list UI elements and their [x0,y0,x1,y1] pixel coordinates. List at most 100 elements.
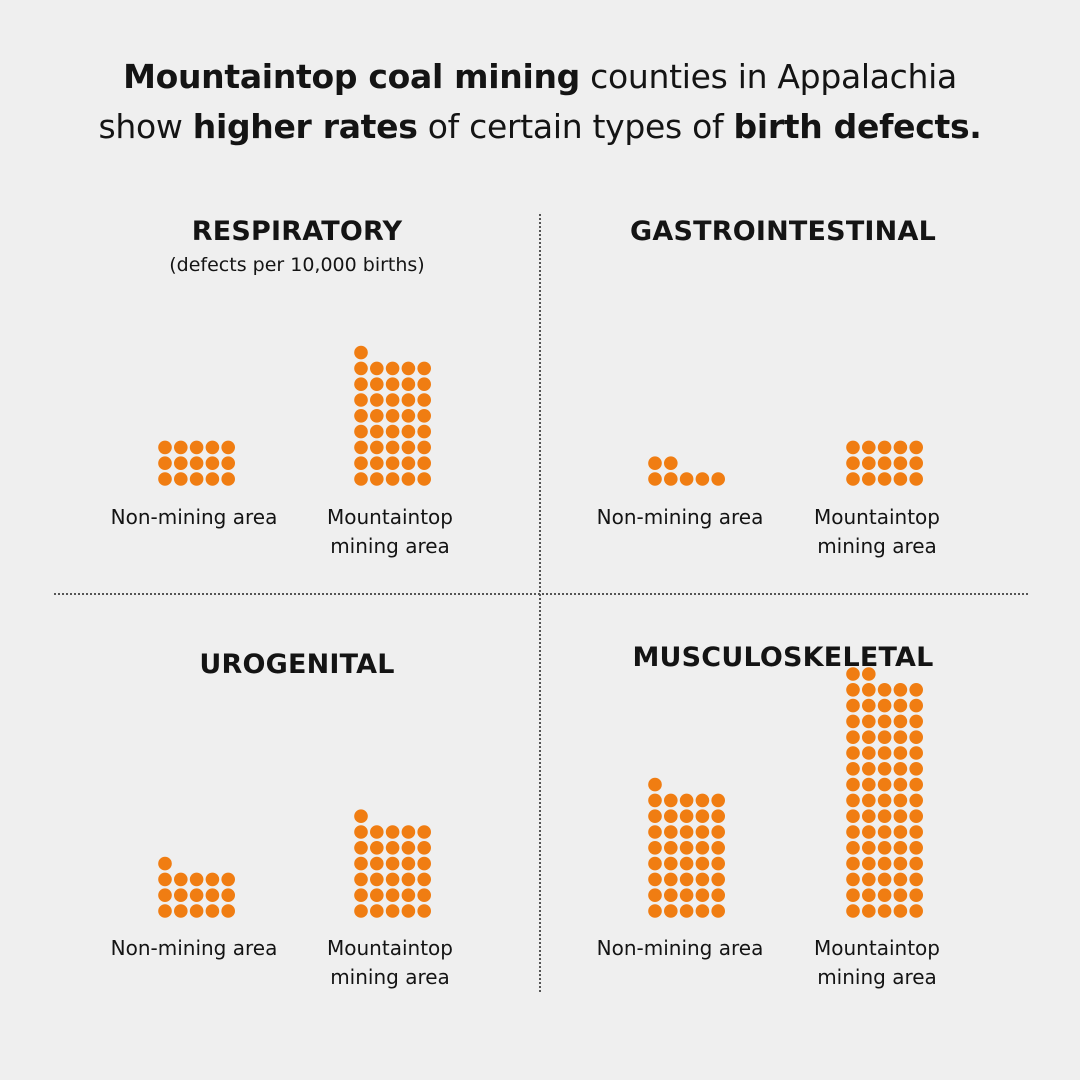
dot [893,809,908,823]
bar-label-respiratory-non-mining: Non-mining area [94,503,294,532]
dot [846,440,860,455]
dot [893,825,908,839]
dot [401,393,416,407]
dot [401,409,416,423]
dot [158,472,172,486]
bar-label-line: Mountaintop [327,936,453,960]
dot [862,746,876,760]
dot [679,825,694,839]
bar-respiratory-mountaintop [354,345,432,486]
dot [909,809,923,823]
dot [354,345,368,360]
dot [385,456,400,471]
dot [862,698,876,713]
dot [664,809,678,823]
bar-label-line: mining area [330,965,450,989]
dot [370,856,384,871]
dot [370,409,384,423]
dot [711,841,725,855]
dot [354,424,368,439]
dot [370,361,384,376]
dot [909,841,923,855]
dot [909,872,923,887]
headline-line-2: show higher rates of certain types of bi… [0,102,1080,152]
dot [417,440,432,455]
dot [846,856,860,871]
dot [664,904,678,918]
dot [354,809,368,823]
dot [189,872,204,887]
bar-label-line: mining area [817,534,937,558]
dot [695,872,710,887]
dot [877,714,892,729]
bar-label-line: mining area [817,965,937,989]
dot [417,472,432,486]
dot [862,904,876,918]
dot [846,730,860,744]
dot [205,872,220,887]
headline-part: of certain types of [417,107,734,146]
dot [648,872,662,887]
dot [862,888,876,902]
dot [205,456,220,471]
dot [205,472,220,486]
dot [354,888,368,902]
dot [862,472,876,486]
dot [909,440,923,455]
bar-label-line: mining area [330,534,450,558]
dot [909,777,923,792]
dot [385,888,400,902]
dot [664,456,678,471]
dot [695,856,710,871]
bar-respiratory-non-mining [158,440,235,486]
dot [909,714,923,729]
dot [354,856,368,871]
dot [862,793,876,808]
dot [648,777,662,792]
dot [417,377,432,392]
dot [370,440,384,455]
dot [711,904,725,918]
headline-part: birth defects. [733,107,982,146]
dot [354,409,368,423]
dot [385,440,400,455]
bar-urogenital-non-mining [158,856,235,918]
dot [664,888,678,902]
dot [401,361,416,376]
dot [205,904,220,918]
dot [648,472,662,486]
dot [401,888,416,902]
dot [862,762,876,776]
dot [909,746,923,760]
dot [711,872,725,887]
dot [862,440,876,455]
dot [664,793,678,808]
bar-label-musculoskeletal-non-mining: Non-mining area [580,934,780,963]
dot [158,872,172,887]
dot [909,762,923,776]
dot [417,904,432,918]
dot [417,456,432,471]
dot [877,856,892,871]
dot [648,904,662,918]
headline: Mountaintop coal mining counties in Appa… [0,52,1080,152]
dot [401,472,416,486]
dot [648,809,662,823]
dot [648,825,662,839]
dot [877,825,892,839]
dot [893,841,908,855]
dot [354,872,368,887]
dot [664,825,678,839]
bar-label-line: Mountaintop [814,936,940,960]
dot [893,762,908,776]
dot [846,667,860,681]
dot [417,393,432,407]
horizontal-divider [54,593,1028,595]
dot [370,456,384,471]
dot [679,904,694,918]
dot [679,841,694,855]
dot [877,793,892,808]
dot [158,904,172,918]
dot [221,440,235,455]
dot [862,841,876,855]
